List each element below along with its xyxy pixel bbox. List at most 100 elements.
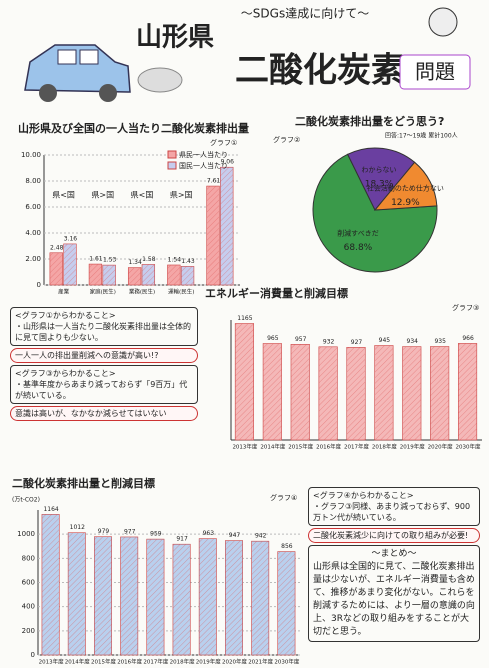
x-tick-label: 2013年度 xyxy=(232,443,257,451)
x-tick-label: 2019年度 xyxy=(196,658,221,666)
bar-hatch xyxy=(173,544,190,655)
chart-label: グラフ③ xyxy=(452,303,479,312)
y-tick-label: 200 xyxy=(22,627,35,635)
x-tick-label: 2030年度 xyxy=(456,443,481,451)
value-label: 957 xyxy=(295,336,307,343)
annotation: 県<国 xyxy=(131,191,154,200)
x-tick-label: 2014年度 xyxy=(260,443,285,451)
chart-title: 山形県及び全国の一人当たり二酸化炭素排出量 xyxy=(18,121,249,135)
y-tick-label: 0 xyxy=(31,651,35,659)
bar-hatch xyxy=(147,539,164,655)
x-tick-label: 2020年度 xyxy=(222,658,247,666)
y-tick-label: 0 xyxy=(37,281,41,289)
x-tick-label: 2015年度 xyxy=(91,658,116,666)
annotation: 県>国 xyxy=(91,191,114,200)
bar-hatch xyxy=(263,344,282,441)
subtitle: 〜SDGs達成に向けて〜 xyxy=(241,6,369,21)
bar-hatch xyxy=(403,347,422,440)
value-label: 1.53 xyxy=(103,257,117,264)
legend-label: 国民一人当たり xyxy=(179,161,228,170)
y-tick-label: 10.00 xyxy=(21,151,41,159)
value-label: 927 xyxy=(351,339,363,346)
summary-head: 〜まとめ〜 xyxy=(313,548,475,561)
note-head: <グラフ③からわかること> xyxy=(15,368,193,379)
value-label: 12.9% xyxy=(391,198,420,208)
value-label: 68.8% xyxy=(344,243,373,253)
y-tick-label: 8.00 xyxy=(25,177,41,185)
value-label: 1.34 xyxy=(128,259,142,266)
bar-hatch xyxy=(235,324,254,441)
chart-title: エネルギー消費量と削減目標 xyxy=(205,286,348,300)
note-point: 二酸化炭素減少に向けての取り組みが必要! xyxy=(308,528,480,543)
x-tick-label: 2030年度 xyxy=(274,658,299,666)
chart-label: グラフ④ xyxy=(270,493,297,502)
value-label: 856 xyxy=(281,543,293,550)
car xyxy=(25,45,182,102)
value-label: 979 xyxy=(98,528,110,535)
legend-label: 県民一人当たり xyxy=(179,150,228,159)
note-box: <グラフ③からわかること>・基準年度からあまり減っておらず「9百万」代が続いてい… xyxy=(10,365,198,404)
note-point: 一人一人の排出量削減への意識が高い!? xyxy=(10,348,198,363)
chart-title: 二酸化炭素排出量と削減目標 xyxy=(12,476,155,490)
bar-hatch xyxy=(89,264,102,285)
bar-hatch xyxy=(220,167,233,285)
x-tick-label: 2015年度 xyxy=(288,443,313,451)
chart-note: 回答:17〜19歳 累計100人 xyxy=(385,132,458,140)
x-tick-label: 運輸(民生) xyxy=(168,288,194,296)
bar-hatch xyxy=(207,186,220,285)
value-label: 977 xyxy=(124,528,136,535)
value-label: 1012 xyxy=(70,524,85,531)
value-label: 1164 xyxy=(43,506,58,513)
bar-hatch xyxy=(142,264,155,285)
chart-title: 二酸化炭素排出量をどう思う? xyxy=(295,114,444,128)
value-label: 963 xyxy=(203,530,215,537)
value-label: 2.48 xyxy=(50,244,64,251)
bar-hatch xyxy=(347,347,366,440)
note-text: ・山形県は一人当たり二酸化炭素排出量は全体的に見て国よりも少ない。 xyxy=(15,321,193,343)
note-point: 意識は高いが、なかなか減らせてはいない xyxy=(10,406,198,421)
note-box: <グラフ④からわかること>・グラフ③同様、あまり減っておらず、900万トン代が続… xyxy=(308,487,480,526)
value-label: 7.61 xyxy=(207,178,221,185)
bar-hatch xyxy=(64,244,77,285)
bar-hatch xyxy=(103,265,116,285)
value-label: 959 xyxy=(150,531,162,538)
x-tick-label: 2016年度 xyxy=(316,443,341,451)
y-tick-label: 4.00 xyxy=(25,229,41,237)
tag: 問題 xyxy=(415,60,455,84)
main-title: 二酸化炭素 xyxy=(235,51,405,91)
y-tick-label: 6.00 xyxy=(25,203,41,211)
notes-2: <グラフ④からわかること>・グラフ③同様、あまり減っておらず、900万トン代が続… xyxy=(308,485,480,644)
x-tick-label: 2013年度 xyxy=(39,658,64,666)
bar-hatch xyxy=(68,533,85,655)
bar-hatch xyxy=(167,265,180,285)
value-label: 947 xyxy=(229,532,241,539)
x-tick-label: 2020年度 xyxy=(428,443,453,451)
value-label: 966 xyxy=(462,335,474,342)
x-tick-label: 2014年度 xyxy=(65,658,90,666)
y-tick-label: 800 xyxy=(22,554,35,562)
value-label: 1.43 xyxy=(181,258,195,265)
x-tick-label: 2021年度 xyxy=(248,658,273,666)
annotation: 県<国 xyxy=(52,191,75,200)
value-label: 1165 xyxy=(237,315,252,322)
note-head: <グラフ④からわかること> xyxy=(313,490,475,501)
x-tick-label: 業務(民生) xyxy=(129,288,155,296)
value-label: 965 xyxy=(267,335,279,342)
value-label: 945 xyxy=(379,337,391,344)
value-label: 3.16 xyxy=(64,235,78,242)
bar-hatch xyxy=(50,253,63,285)
chart-label: グラフ② xyxy=(273,135,300,144)
value-label: 942 xyxy=(255,533,267,540)
slice-label: わからない xyxy=(362,166,397,174)
bar-hatch xyxy=(458,343,477,440)
notes-1: <グラフ①からわかること>・山形県は一人当たり二酸化炭素排出量は全体的に見て国よ… xyxy=(10,305,198,423)
y-tick-label: 400 xyxy=(22,603,35,611)
annotation: 県>国 xyxy=(170,191,193,200)
bar-hatch xyxy=(252,541,269,655)
bar-hatch xyxy=(42,514,59,655)
x-tick-label: 2017年度 xyxy=(344,443,369,451)
note-head: <グラフ①からわかること> xyxy=(15,310,193,321)
title: 山形県 xyxy=(136,23,214,53)
note-text: ・グラフ③同様、あまり減っておらず、900万トン代が続いている。 xyxy=(313,501,475,523)
value-label: 932 xyxy=(323,338,335,345)
